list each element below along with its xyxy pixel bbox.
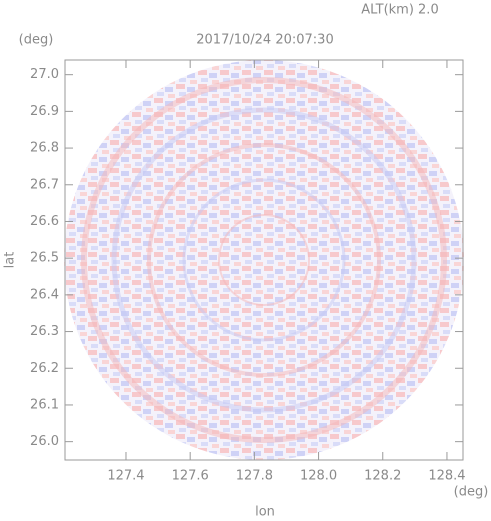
y-tick-label: 26.6: [30, 214, 59, 229]
x-tick-label: 127.6: [172, 469, 209, 484]
y-tick-label: 26.5: [30, 251, 59, 266]
x-tick-label: 128.2: [364, 469, 401, 484]
range-rings: [81, 77, 447, 443]
y-tick-label: 27.0: [30, 67, 59, 82]
plot-frame: [64, 59, 464, 461]
y-tick-label: 26.8: [30, 141, 59, 156]
y-tick-label: 26.9: [30, 104, 59, 119]
subtitle: ALT(km) 2.0: [361, 3, 438, 18]
y-tick-label: 26.2: [30, 361, 59, 376]
y-axis-label: lat: [3, 252, 18, 269]
chart-title: 2017/10/24 20:07:30: [196, 33, 333, 48]
y-tick-label: 26.4: [30, 287, 59, 302]
y-tick-label: 26.1: [30, 397, 59, 412]
x-tick-label: 128.0: [300, 469, 337, 484]
x-unit: (deg): [454, 485, 489, 500]
x-tick-label: 127.4: [107, 469, 144, 484]
y-tick-label: 26.0: [30, 434, 59, 449]
y-tick-label: 26.3: [30, 324, 59, 339]
y-tick-label: 26.7: [30, 177, 59, 192]
x-tick-label: 127.8: [236, 469, 273, 484]
radar-field: [64, 60, 464, 460]
x-tick-label: 128.4: [428, 469, 465, 484]
y-unit: (deg): [19, 33, 54, 48]
x-axis-label: lon: [255, 505, 275, 520]
